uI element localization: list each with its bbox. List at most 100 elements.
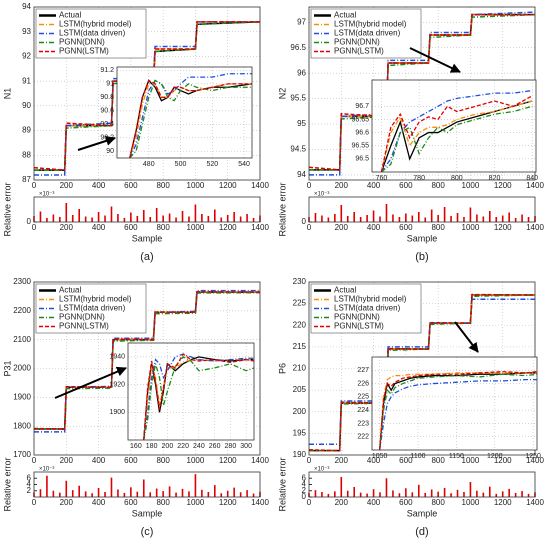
legend-label: LSTM(hybrid model) xyxy=(59,20,132,29)
axes-frame xyxy=(371,356,538,451)
plot-area xyxy=(309,197,535,222)
x-tick-label: 780 xyxy=(413,175,425,182)
error-bar xyxy=(220,217,223,222)
error-bar xyxy=(155,488,158,497)
error-bar xyxy=(450,493,452,497)
error-bar xyxy=(353,212,355,222)
x-tick-label: 800 xyxy=(156,181,170,190)
x-tick-label: 0 xyxy=(32,181,37,190)
error-bar xyxy=(123,218,126,222)
series-line xyxy=(379,370,537,450)
y-tick-label: 2200 xyxy=(13,306,31,315)
y-tick-label: 91 xyxy=(22,76,31,85)
error-bar xyxy=(226,215,229,222)
x-tick-label: 400 xyxy=(92,223,106,232)
error-bar xyxy=(385,478,388,497)
y-axis-label: Relative error xyxy=(277,457,287,511)
error-bar xyxy=(149,492,152,497)
x-tick-label: 200 xyxy=(335,456,349,465)
error-bar xyxy=(430,489,433,497)
x-tick-label: 160 xyxy=(130,443,142,450)
error-bar xyxy=(181,488,184,497)
error-bar xyxy=(52,490,55,497)
series-line xyxy=(309,293,535,452)
x-tick-label: 200 xyxy=(60,223,74,232)
legend-label: PGNN(DNN) xyxy=(334,313,380,322)
axes-frame xyxy=(116,66,253,159)
legend-label: Actual xyxy=(59,286,81,295)
error-bar xyxy=(110,477,113,497)
error-bar xyxy=(246,490,248,497)
series-line xyxy=(143,356,254,440)
y-tick-label: 1940 xyxy=(109,354,125,361)
legend-box xyxy=(310,283,422,334)
error-bar xyxy=(359,492,362,497)
y-tick-label: 90 xyxy=(22,101,31,110)
error-bar xyxy=(489,211,491,222)
x-tick-label: 1200 xyxy=(219,223,237,232)
y-tick-label: 89 xyxy=(22,126,31,135)
error-bar xyxy=(233,212,235,222)
scale-label: ×10⁻³ xyxy=(314,192,329,198)
error-bar xyxy=(188,216,190,222)
error-bar xyxy=(521,214,523,222)
error-bar xyxy=(149,217,152,222)
error-bar xyxy=(476,214,478,222)
y-tick-label: 2100 xyxy=(13,335,31,344)
error-bar xyxy=(201,489,203,497)
arrow xyxy=(409,47,461,73)
error-bar xyxy=(188,491,190,497)
error-bar xyxy=(97,212,100,222)
arrows xyxy=(54,47,479,399)
x-tick-label: 400 xyxy=(92,181,106,190)
error-bar xyxy=(508,488,510,497)
error-bar xyxy=(527,493,530,497)
error-bar xyxy=(379,492,381,497)
y-tick-label: 91 xyxy=(106,81,114,88)
y-tick-label: 215 xyxy=(293,342,307,351)
x-tick-label: 1000 xyxy=(187,181,205,190)
x-tick-label: 1200 xyxy=(219,181,237,190)
error-bar xyxy=(476,490,478,497)
y-tick-label: 95 xyxy=(297,119,306,128)
arrow xyxy=(54,366,127,399)
inset-plot: 222 223 224 225 226 227 1050 1100 1150 1200 1250 xyxy=(357,356,541,460)
legend-box xyxy=(35,8,147,59)
x-tick-label: 400 xyxy=(92,456,106,465)
legend-label: Actual xyxy=(59,11,81,20)
y-tick-label: 92 xyxy=(22,52,31,61)
error-bar xyxy=(130,487,132,497)
error-bar xyxy=(359,217,362,222)
error-bar xyxy=(220,493,223,497)
x-tick-label: 480 xyxy=(143,161,155,168)
error-bar xyxy=(456,489,459,497)
error-bar xyxy=(372,489,375,497)
error-bar xyxy=(233,487,235,497)
error-bar xyxy=(175,217,177,222)
y-tick-label: 90.4 xyxy=(100,121,114,128)
y-tick-label: 225 xyxy=(293,299,307,308)
inset-plot: 96.5 96.55 96.6 96.65 96.7 760 780 800 820 840 xyxy=(351,79,538,182)
x-tick-label: 200 xyxy=(60,498,74,507)
error-bar xyxy=(59,492,61,497)
scale-label: ×10⁻³ xyxy=(39,192,54,198)
y-tick-label: 6 xyxy=(27,473,32,482)
error-bar xyxy=(207,216,210,222)
x-tick-label: 1400 xyxy=(251,498,269,507)
error-bar xyxy=(155,208,158,222)
y-tick-label: 94.5 xyxy=(290,145,306,154)
legend-label: PGNN(DNN) xyxy=(334,38,380,47)
x-tick-label: 800 xyxy=(431,223,445,232)
x-tick-label: 1200 xyxy=(494,456,512,465)
legend-label: LSTM(hybrid model) xyxy=(334,20,407,29)
x-tick-label: 1400 xyxy=(526,223,544,232)
y-tick-label: 93 xyxy=(22,27,31,36)
legend-label: LSTM(data driven) xyxy=(59,304,126,313)
x-tick-label: 1400 xyxy=(526,498,544,507)
error-bar xyxy=(353,487,355,497)
y-tick-label: 190 xyxy=(293,450,307,459)
x-tick-label: 400 xyxy=(367,498,381,507)
x-tick-label: 1200 xyxy=(219,498,237,507)
